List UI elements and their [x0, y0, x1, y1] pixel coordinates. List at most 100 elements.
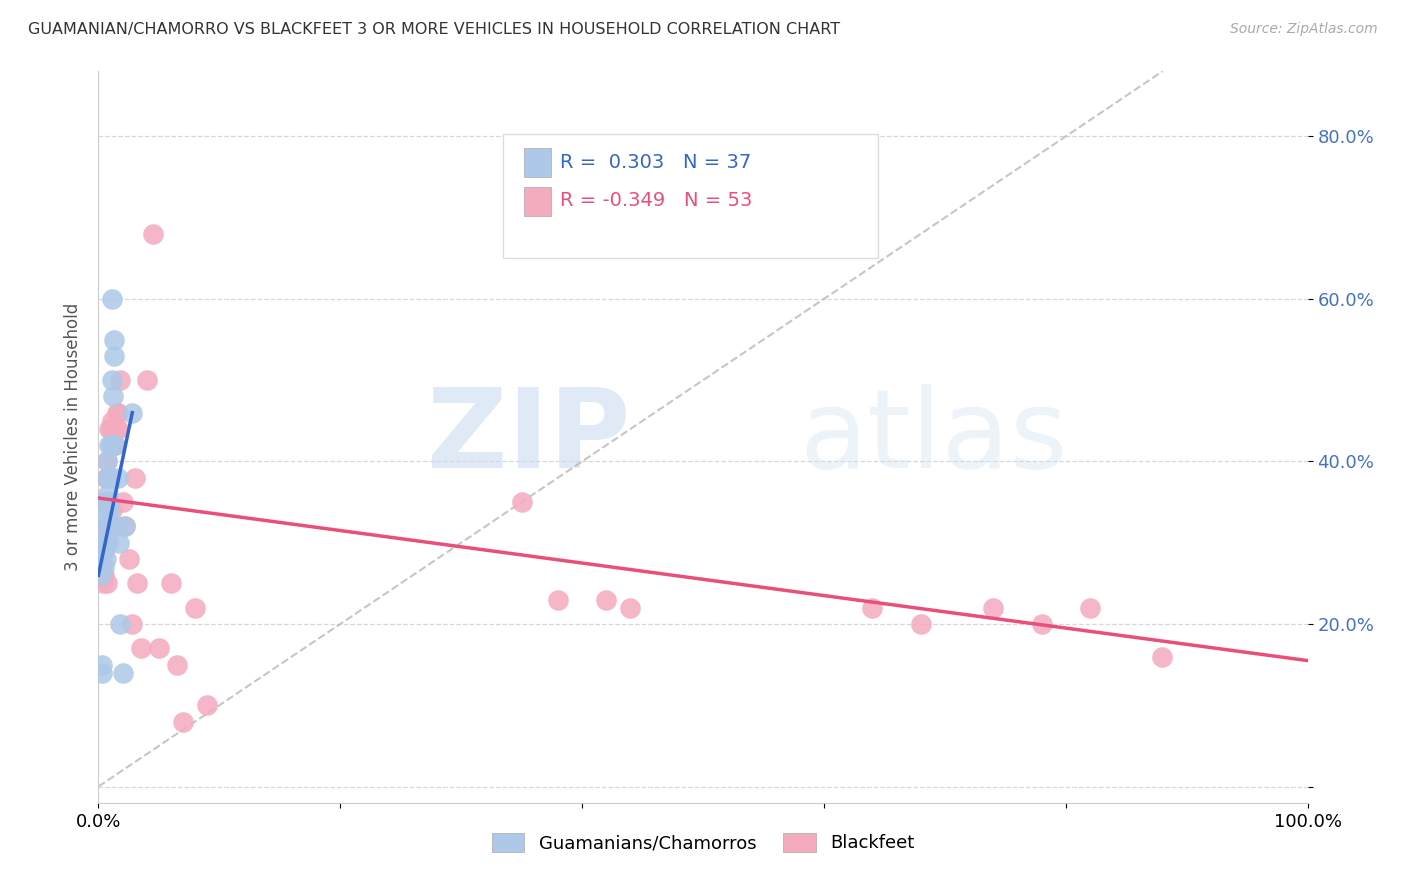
Point	[96, 576, 118, 591]
Point	[100, 519, 122, 533]
Point	[107, 406, 129, 420]
Point	[108, 535, 131, 549]
Point	[97, 519, 120, 533]
Bar	[524, 148, 551, 178]
Point	[93, 495, 115, 509]
Point	[100, 471, 122, 485]
Text: R = -0.349   N = 53: R = -0.349 N = 53	[561, 191, 752, 211]
Point	[114, 519, 136, 533]
Point	[91, 665, 114, 680]
Point	[547, 592, 569, 607]
Point	[96, 471, 118, 485]
Point	[91, 535, 114, 549]
Point	[108, 373, 131, 387]
Point	[94, 552, 117, 566]
Point	[98, 422, 121, 436]
Text: GUAMANIAN/CHAMORRO VS BLACKFEET 3 OR MORE VEHICLES IN HOUSEHOLD CORRELATION CHAR: GUAMANIAN/CHAMORRO VS BLACKFEET 3 OR MOR…	[28, 22, 841, 37]
Point	[98, 503, 121, 517]
Point	[105, 422, 128, 436]
Point	[105, 519, 128, 533]
Point	[100, 503, 122, 517]
Point	[100, 373, 122, 387]
Point	[94, 519, 117, 533]
Point	[104, 438, 127, 452]
Point	[93, 560, 115, 574]
Point	[90, 568, 112, 582]
Point	[104, 438, 127, 452]
Point	[103, 349, 125, 363]
Point	[619, 600, 641, 615]
Point	[94, 535, 117, 549]
Point	[94, 471, 117, 485]
Point	[90, 560, 112, 574]
Point	[91, 576, 114, 591]
Point	[91, 657, 114, 672]
Point	[96, 454, 118, 468]
FancyBboxPatch shape	[503, 134, 879, 258]
Point	[100, 414, 122, 428]
Point	[510, 495, 533, 509]
Point	[97, 503, 120, 517]
Point	[124, 471, 146, 485]
Y-axis label: 3 or more Vehicles in Household: 3 or more Vehicles in Household	[63, 303, 82, 571]
Point	[981, 600, 1004, 615]
Point	[148, 641, 170, 656]
Point	[1031, 617, 1053, 632]
Point	[96, 454, 118, 468]
Point	[121, 617, 143, 632]
Point	[111, 495, 134, 509]
Point	[100, 422, 122, 436]
Point	[91, 535, 114, 549]
Text: atlas: atlas	[800, 384, 1069, 491]
Point	[1078, 600, 1101, 615]
Point	[103, 333, 125, 347]
Point	[100, 438, 122, 452]
Point	[166, 657, 188, 672]
Text: ZIP: ZIP	[427, 384, 630, 491]
Point	[101, 438, 124, 452]
Point	[595, 592, 617, 607]
Point	[118, 552, 141, 566]
Point	[107, 422, 129, 436]
Point	[96, 535, 118, 549]
Point	[93, 544, 115, 558]
Text: R =  0.303   N = 37: R = 0.303 N = 37	[561, 153, 752, 171]
Point	[107, 471, 129, 485]
Point	[121, 406, 143, 420]
Point	[98, 438, 121, 452]
Point	[114, 519, 136, 533]
Point	[184, 600, 207, 615]
Point	[93, 511, 115, 525]
Legend: Guamanians/Chamorros, Blackfeet: Guamanians/Chamorros, Blackfeet	[484, 826, 922, 860]
Point	[142, 227, 165, 241]
Point	[105, 406, 128, 420]
Point	[97, 535, 120, 549]
Point	[129, 641, 152, 656]
Point	[91, 535, 114, 549]
Point	[94, 495, 117, 509]
Point	[160, 576, 183, 591]
Point	[93, 568, 115, 582]
Point	[910, 617, 932, 632]
Point	[127, 576, 149, 591]
Text: Source: ZipAtlas.com: Source: ZipAtlas.com	[1230, 22, 1378, 37]
Point	[108, 617, 131, 632]
Point	[172, 714, 194, 729]
Point	[96, 495, 118, 509]
Point	[97, 487, 120, 501]
Point	[98, 471, 121, 485]
Point	[111, 665, 134, 680]
Point	[1152, 649, 1174, 664]
Point	[860, 600, 883, 615]
Point	[97, 471, 120, 485]
Point	[195, 698, 218, 713]
Point	[98, 495, 121, 509]
Point	[103, 438, 125, 452]
Point	[91, 544, 114, 558]
Point	[93, 535, 115, 549]
Point	[96, 519, 118, 533]
Point	[135, 373, 157, 387]
Point	[94, 535, 117, 549]
Point	[100, 292, 122, 306]
Bar	[524, 187, 551, 216]
